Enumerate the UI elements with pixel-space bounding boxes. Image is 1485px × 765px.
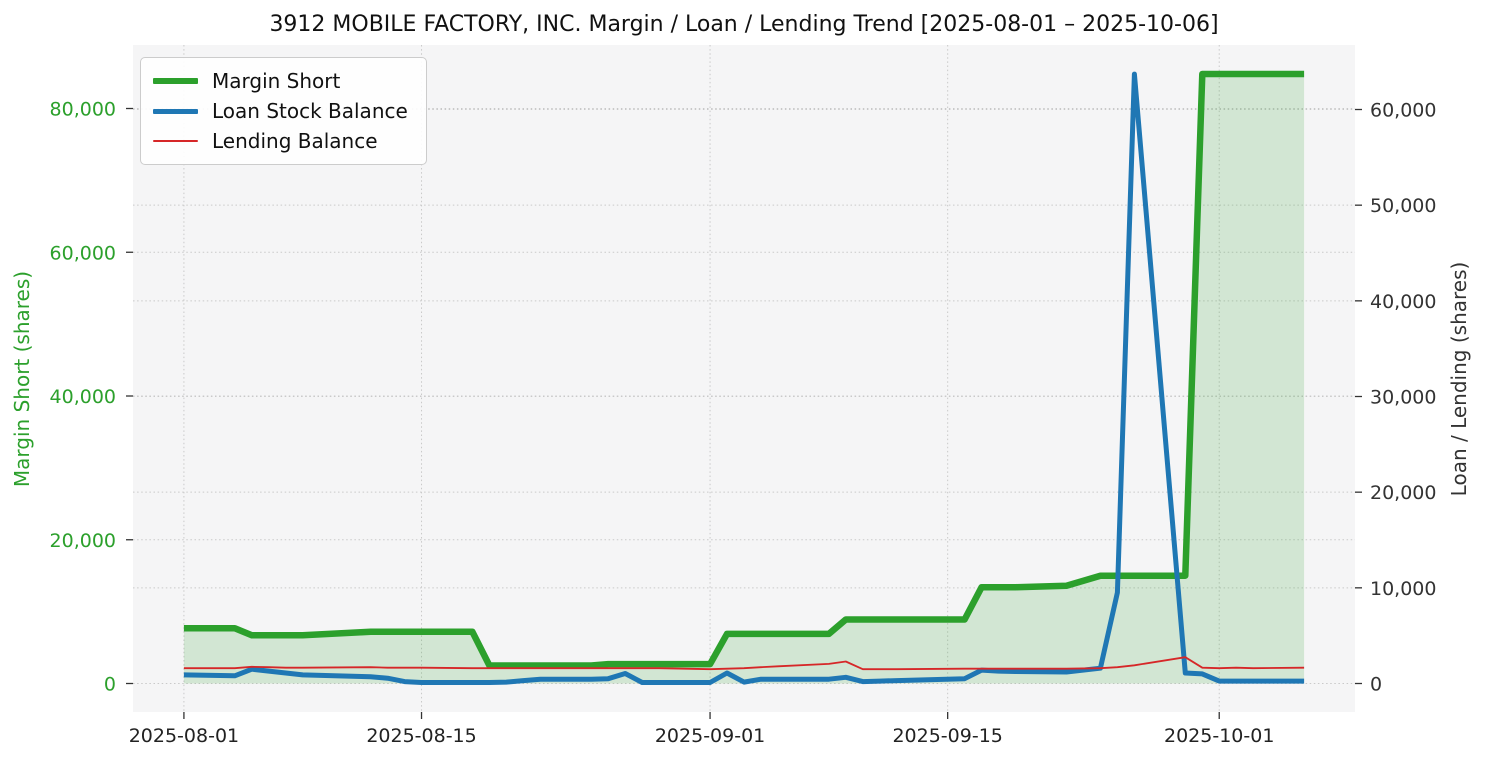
legend-swatch-margin-short [153,77,198,85]
area-fill-margin-short [183,74,1305,684]
x-tick-label: 2025-09-15 [892,725,1002,747]
left-tick-label: 20,000 [50,530,116,552]
x-tick-label: 2025-09-01 [655,725,765,747]
legend-item-margin-short: Margin Short [153,66,408,96]
legend: Margin Short Loan Stock Balance Lending … [140,57,427,165]
legend-swatch-lending-balance [153,140,198,142]
right-tick-label: 60,000 [1370,100,1436,122]
left-tick-label: 0 [104,674,116,696]
x-tick-label: 2025-10-01 [1164,725,1274,747]
x-tick-label: 2025-08-15 [366,725,476,747]
legend-swatch-loan-stock-balance [153,108,198,114]
legend-item-loan-stock-balance: Loan Stock Balance [153,96,408,126]
left-axis-label: Margin Short (shares) [10,270,34,487]
left-tick-label: 60,000 [50,242,116,264]
tick-marks [126,107,1362,719]
right-tick-label: 40,000 [1370,291,1436,313]
left-tick-label: 80,000 [50,99,116,121]
right-tick-label: 0 [1370,674,1382,696]
legend-label-loan-stock-balance: Loan Stock Balance [212,99,408,123]
left-tick-label: 40,000 [50,386,116,408]
line-margin-short [183,70,1305,669]
right-tick-label: 30,000 [1370,387,1436,409]
chart-title: 3912 MOBILE FACTORY, INC. Margin / Loan … [269,12,1219,37]
right-tick-label: 10,000 [1370,578,1436,600]
right-axis-label: Loan / Lending (shares) [1447,261,1471,496]
line-loan-stock-balance [183,71,1305,685]
legend-label-margin-short: Margin Short [212,69,341,93]
x-tick-label: 2025-08-01 [129,725,239,747]
line-lending-balance [183,656,1305,671]
right-tick-label: 50,000 [1370,195,1436,217]
right-tick-label: 20,000 [1370,482,1436,504]
legend-item-lending-balance: Lending Balance [153,126,408,156]
gridlines [133,45,1355,712]
legend-label-lending-balance: Lending Balance [212,129,378,153]
